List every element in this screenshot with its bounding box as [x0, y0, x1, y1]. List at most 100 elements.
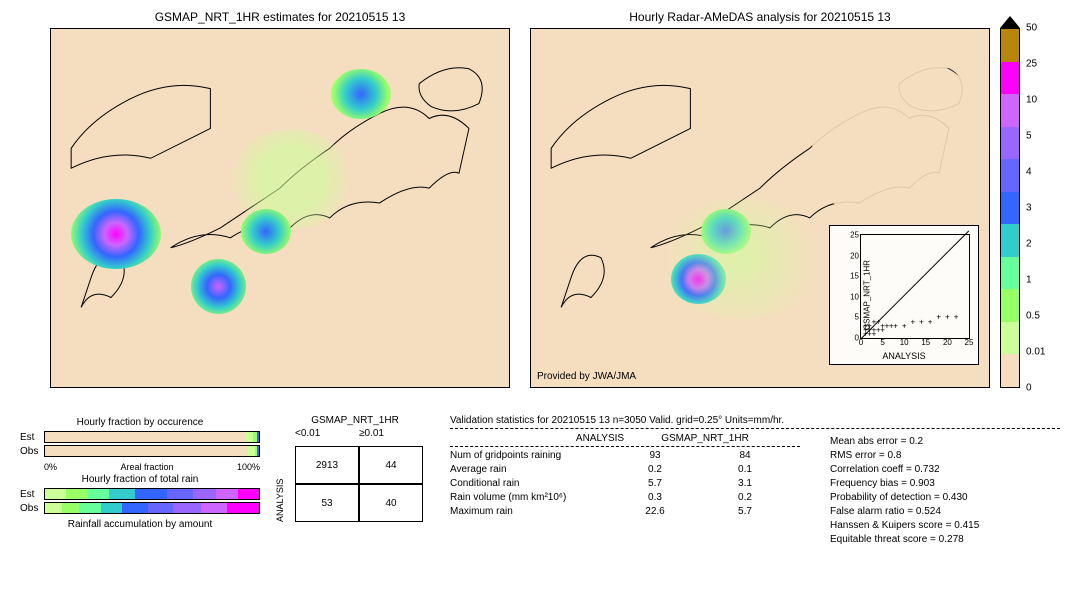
scatter-point: +	[919, 317, 924, 326]
ct-cell-01: 44	[359, 446, 423, 484]
metric-row: Frequency bias = 0.903	[830, 478, 979, 489]
precip-region	[71, 199, 161, 269]
stats-row: Maximum rain22.65.7	[450, 506, 800, 517]
stats-table-head: ANALYSIS GSMAP_NRT_1HR	[450, 433, 800, 444]
occurrence-title: Hourly fraction by occurence	[20, 417, 260, 428]
hbar	[44, 488, 260, 500]
scatter-point: +	[863, 325, 868, 334]
metric-row: RMS error = 0.8	[830, 450, 979, 461]
scatter-point: +	[902, 321, 907, 330]
colorbar-segment	[1001, 62, 1019, 95]
colorbar-label: 50	[1026, 23, 1037, 34]
ct-ylabel: ANALYSIS	[275, 446, 295, 522]
hbar-segment	[201, 503, 227, 513]
stats-table: ANALYSIS GSMAP_NRT_1HR Num of gridpoints…	[450, 433, 800, 548]
hbar-segment	[216, 489, 237, 499]
scatter-point: +	[928, 317, 933, 326]
inset-ytick: 15	[850, 272, 861, 281]
right-map-area: Provided by JWA/JMA GSMAP_NRT_1HR ++++++…	[530, 28, 990, 388]
total-caption: Rainfall accumulation by amount	[20, 519, 260, 530]
inset-xtick: 25	[965, 338, 974, 347]
hbar-row: Obs	[20, 444, 260, 458]
scatter-point: +	[954, 313, 959, 322]
maps-row: GSMAP_NRT_1HR estimates for 20210515 13 …	[0, 0, 1080, 410]
occurrence-bars: Est Obs	[20, 430, 260, 458]
stats-row: Average rain0.20.1	[450, 464, 800, 475]
colorbar-bar	[1000, 28, 1020, 388]
colorbar-segment	[1001, 127, 1019, 160]
hbar-row: Est	[20, 430, 260, 444]
precip-region	[241, 209, 291, 254]
fraction-bars: Hourly fraction by occurence EstObs 0% A…	[20, 415, 260, 548]
colorbar-segment	[1001, 29, 1019, 62]
inset-xtick: 5	[880, 338, 884, 347]
hbar-segment	[101, 503, 122, 513]
ct-cell-00: 2913	[295, 446, 359, 484]
xtick-label: 140°E	[343, 387, 370, 388]
hbar-segment	[227, 503, 259, 513]
colorbar-segment	[1001, 94, 1019, 127]
scatter-point: +	[880, 321, 885, 330]
hbar-segment	[45, 432, 246, 442]
colorbar-segment	[1001, 289, 1019, 322]
inset-xlabel: ANALYSIS	[882, 351, 925, 361]
hbar-row: Obs	[20, 501, 260, 515]
xtick-label: 135°E	[266, 387, 293, 388]
hbar-label: Obs	[20, 503, 44, 514]
colorbar-segment	[1001, 159, 1019, 192]
colorbar-label: 0.5	[1026, 311, 1040, 322]
hbar-label: Obs	[20, 446, 44, 457]
inset-ytick: 25	[850, 231, 861, 240]
hbar-label: Est	[20, 432, 44, 443]
metric-row: Probability of detection = 0.430	[830, 492, 979, 503]
left-map-title: GSMAP_NRT_1HR estimates for 20210515 13	[50, 10, 510, 24]
st-head-0: ANALYSIS	[550, 433, 650, 444]
colorbar-top-triangle	[1000, 16, 1020, 28]
hbar-segment	[148, 503, 174, 513]
metric-row: Mean abs error = 0.2	[830, 436, 979, 447]
hbar-segment	[238, 489, 259, 499]
colorbar-label: 10	[1026, 95, 1037, 106]
colorbar-label: 1	[1026, 275, 1032, 286]
stats-row: Conditional rain5.73.1	[450, 478, 800, 489]
hbar-segment	[45, 503, 62, 513]
stats-row: Rain volume (mm km²10⁶)0.30.2	[450, 492, 800, 503]
hbar-segment	[109, 489, 135, 499]
right-map-panel: Hourly Radar-AMeDAS analysis for 2021051…	[530, 10, 990, 410]
colorbar-label: 3	[1026, 203, 1032, 214]
hbar-segment	[62, 503, 79, 513]
inset-scatter: GSMAP_NRT_1HR +++++++++++++++++++++++005…	[829, 225, 979, 365]
total-bars: EstObs	[20, 487, 260, 515]
hbar	[44, 445, 260, 457]
provided-by: Provided by JWA/JMA	[537, 371, 636, 382]
inset-ytick: 10	[850, 292, 861, 301]
colorbar-label: 25	[1026, 59, 1037, 70]
xtick-label: 125°E	[594, 387, 621, 388]
scatter-point: +	[889, 321, 894, 330]
xtick-label: 125°E	[114, 387, 141, 388]
left-map-panel: GSMAP_NRT_1HR estimates for 20210515 13 …	[50, 10, 510, 410]
hbar-segment	[167, 489, 193, 499]
ct-col-1: ≥0.01	[359, 428, 423, 446]
axis-mid: Areal fraction	[120, 462, 173, 472]
stats-panel: Validation statistics for 20210515 13 n=…	[450, 415, 1060, 548]
metric-row: False alarm ratio = 0.524	[830, 506, 979, 517]
stats-divider	[450, 428, 1060, 429]
scatter-plot-area: +++++++++++++++++++++++00551010151520202…	[860, 234, 970, 339]
hbar-segment	[45, 489, 66, 499]
hbar-segment	[173, 503, 201, 513]
metric-row: Correlation coeff = 0.732	[830, 464, 979, 475]
bottom-row: Hourly fraction by occurence EstObs 0% A…	[0, 410, 1080, 553]
stats-divider-2	[450, 446, 800, 447]
right-map-title: Hourly Radar-AMeDAS analysis for 2021051…	[530, 10, 990, 24]
ct-cell-10: 53	[295, 484, 359, 522]
xtick-label: 130°E	[670, 387, 697, 388]
scatter-point: +	[872, 329, 877, 338]
hbar-segment	[79, 503, 100, 513]
total-title: Hourly fraction of total rain	[20, 474, 260, 485]
metric-row: Hanssen & Kuipers score = 0.415	[830, 520, 979, 531]
stats-row: Num of gridpoints raining9384	[450, 450, 800, 461]
contingency-table: GSMAP_NRT_1HR <0.01 ≥0.01 ANALYSIS 2913 …	[275, 415, 435, 548]
axis-right: 100%	[237, 462, 260, 472]
colorbar-segment	[1001, 257, 1019, 290]
